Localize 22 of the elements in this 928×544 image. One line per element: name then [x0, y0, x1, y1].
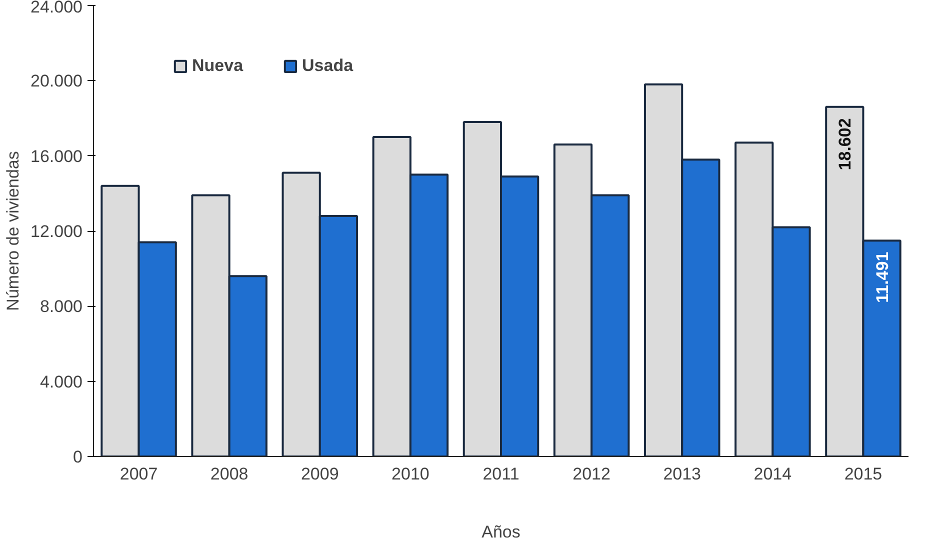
y-tick-label: 8.000: [40, 297, 83, 316]
x-tick-label: 2007: [120, 464, 158, 484]
x-tick-label: 2015: [844, 464, 882, 484]
x-axis-title: Años: [482, 522, 520, 542]
x-tick-label: 2009: [300, 464, 339, 484]
y-tick-label: 24.000: [30, 0, 83, 16]
y-tick-label: 0: [73, 448, 83, 466]
x-tick-label: 2014: [754, 464, 792, 484]
x-tick-label: 2008: [210, 464, 248, 484]
x-tick-label: 2012: [572, 464, 610, 484]
data-label: 18.602: [836, 118, 855, 170]
y-tick-label: 4.000: [40, 372, 83, 392]
y-tick-label: 12.000: [30, 222, 83, 241]
x-tick-label: 2011: [482, 464, 520, 484]
data-label: 11.491: [872, 252, 892, 303]
legend-label: Usada: [302, 56, 354, 76]
y-tick-label: 16.000: [30, 146, 83, 166]
legend-label: Nueva: [192, 56, 244, 76]
y-tick-label: 20.000: [30, 72, 83, 91]
x-tick-label: 2013: [663, 464, 702, 484]
y-axis-title: Número de viviendas: [4, 151, 23, 311]
x-tick-label: 2010: [392, 464, 430, 484]
